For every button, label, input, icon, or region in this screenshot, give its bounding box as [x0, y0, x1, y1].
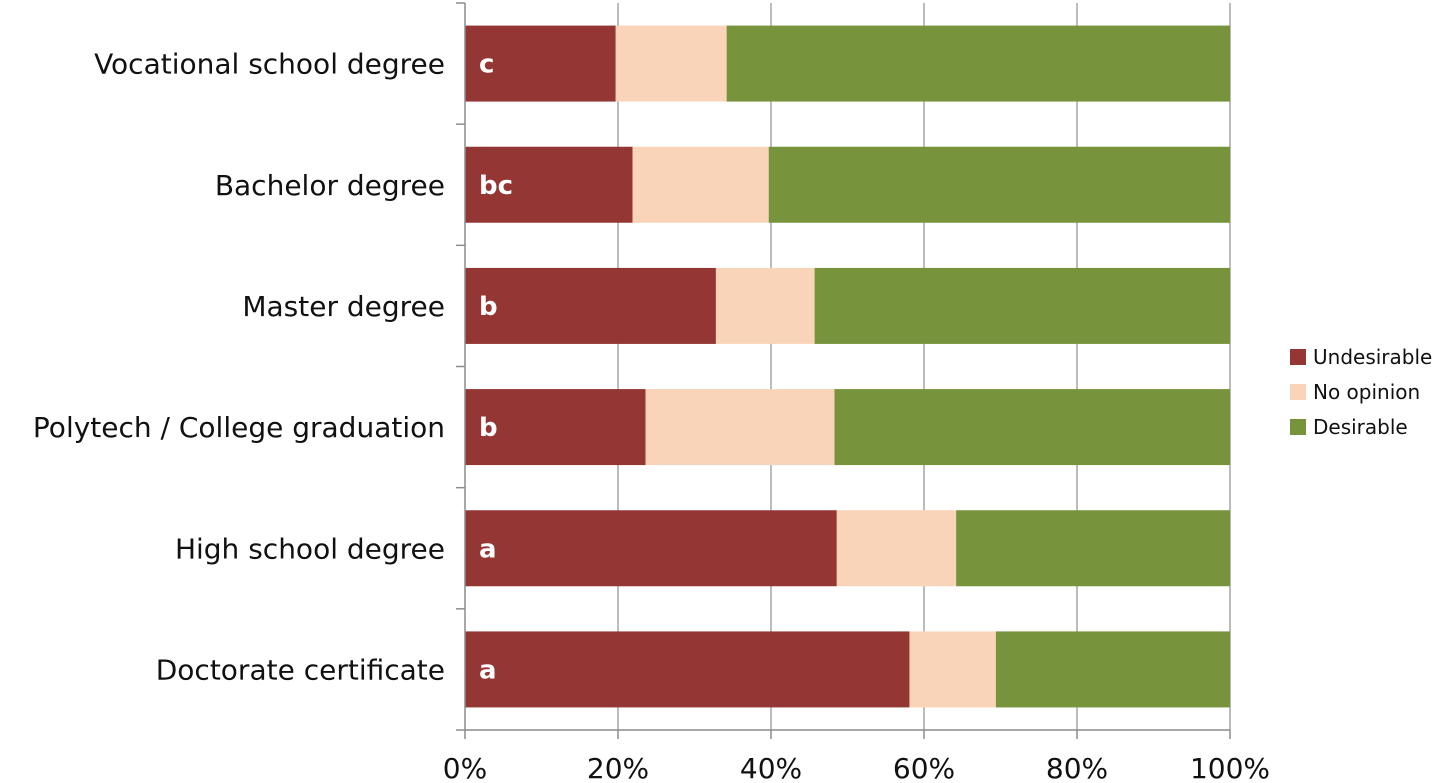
legend-swatch-no-opinion [1290, 384, 1306, 400]
bar-annotation: a [479, 655, 497, 685]
bar-desirable-3 [834, 389, 1230, 466]
x-tick-labels: 0% 20% 40% 60% 80% 100% [443, 752, 1270, 783]
legend-swatch-desirable [1290, 419, 1306, 435]
bar-no-opinion-5 [909, 631, 996, 708]
axes [456, 2, 1231, 739]
bar-annotation: b [479, 292, 498, 322]
bar-undesirable-5 [465, 631, 910, 708]
legend: Undesirable No opinion Desirable [1290, 345, 1432, 439]
bar-desirable-4 [956, 510, 1230, 587]
legend-label: Desirable [1313, 415, 1408, 439]
category-label: Polytech / College graduation [33, 411, 445, 444]
bar-annotation: b [479, 413, 498, 443]
bar-no-opinion-4 [836, 510, 957, 587]
bars [465, 25, 1230, 708]
bar-undesirable-4 [465, 510, 837, 587]
legend-label: No opinion [1313, 380, 1420, 404]
bar-no-opinion-1 [632, 146, 769, 223]
bar-annotation: bc [479, 171, 513, 201]
bar-desirable-2 [814, 267, 1230, 344]
legend-swatch-undesirable [1290, 349, 1306, 365]
legend-label: Undesirable [1313, 345, 1432, 369]
bar-annotations: c bc b b a a [479, 50, 513, 686]
bar-annotation: c [479, 50, 494, 80]
x-tick-label: 20% [587, 752, 649, 783]
bar-undesirable-0 [465, 25, 616, 102]
bar-no-opinion-2 [715, 267, 815, 344]
x-tick-label: 60% [893, 752, 955, 783]
bar-undesirable-3 [465, 389, 646, 466]
bar-desirable-1 [768, 146, 1230, 223]
category-label: Vocational school degree [94, 48, 445, 81]
category-label: High school degree [175, 532, 445, 565]
x-tick-label: 100% [1190, 752, 1270, 783]
x-tick-label: 40% [740, 752, 802, 783]
category-label: Doctorate certificate [156, 653, 445, 686]
category-label: Bachelor degree [215, 169, 445, 202]
bar-no-opinion-3 [645, 389, 835, 466]
bar-desirable-5 [995, 631, 1230, 708]
bar-desirable-0 [726, 25, 1230, 102]
gridlines [617, 3, 1231, 730]
category-label: Master degree [242, 290, 445, 323]
bar-no-opinion-0 [615, 25, 727, 102]
bar-annotation: a [479, 534, 497, 564]
x-tick-label: 0% [443, 752, 487, 783]
category-labels: Vocational school degree Bachelor degree M… [33, 48, 445, 687]
bar-undesirable-1 [465, 146, 633, 223]
bar-undesirable-2 [465, 267, 716, 344]
x-tick-label: 80% [1046, 752, 1108, 783]
